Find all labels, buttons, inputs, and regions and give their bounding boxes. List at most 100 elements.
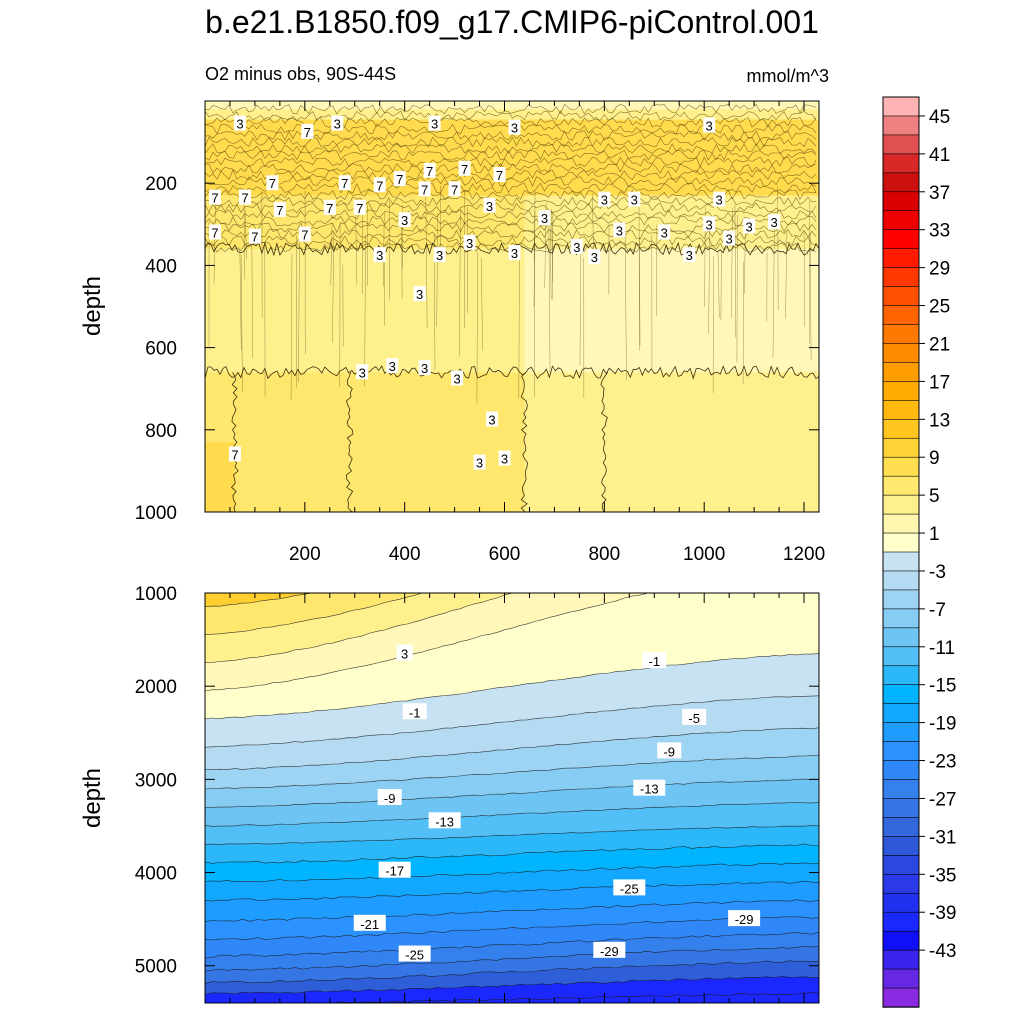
contour-label-box — [423, 162, 436, 178]
value-band — [524, 372, 605, 512]
contour-line — [520, 372, 529, 512]
contour-line — [240, 254, 243, 393]
contour-label-text: 3 — [334, 117, 341, 132]
x-tick-label: 1200 — [783, 544, 825, 565]
contour-label-text: -1 — [648, 654, 660, 669]
contour-label-box — [683, 247, 696, 263]
colorbar-swatch — [882, 873, 920, 894]
contour-label: -13 — [633, 779, 666, 797]
colorbar-label: -35 — [929, 865, 956, 886]
contour-line — [656, 224, 658, 316]
figure-title: b.e21.B1850.f09_g17.CMIP6-piControl.001 — [205, 4, 819, 40]
colorbar-label: -19 — [929, 714, 956, 735]
contour-line — [551, 209, 554, 300]
contour-label-text: 7 — [304, 125, 311, 140]
contour-line — [436, 212, 439, 327]
contour-line — [785, 231, 788, 319]
contour-line — [772, 219, 775, 359]
contour-label-text: 3 — [661, 226, 668, 241]
contour-label-box — [598, 191, 611, 207]
contour-line — [730, 207, 733, 318]
contour-label-box — [428, 812, 461, 829]
colorbar-label: 5 — [929, 486, 940, 507]
colorbar-label: -43 — [929, 941, 956, 962]
colorbar-swatch — [882, 229, 920, 250]
value-band — [349, 372, 525, 512]
contour-label: 3 — [463, 234, 476, 251]
contour-line — [549, 225, 552, 300]
contour-label: -25 — [613, 879, 646, 896]
contour-label: 3 — [433, 247, 446, 263]
contour-label-text: 7 — [276, 203, 283, 218]
contour-label-text: -25 — [620, 881, 639, 896]
y-tick-label: 800 — [145, 421, 177, 442]
contour-label: 7 — [301, 123, 314, 140]
contour-label-box — [338, 175, 351, 191]
contour-label-text: -9 — [663, 744, 675, 759]
upper-panel: 373 3 3 377 7 77 7 7 7 77 77 7 7 3 3 3 33 37 7 7 3 33 3 33 333 3 3… — [79, 100, 825, 565]
contour-line — [205, 593, 651, 692]
contour-label-text: 3 — [376, 248, 383, 263]
colorbar-swatch — [882, 400, 920, 420]
contour-label-box — [323, 199, 336, 215]
contour-label: -1 — [402, 703, 427, 720]
colorbar-label: 9 — [929, 448, 940, 469]
contour-label-text: 3 — [453, 371, 460, 386]
contour-label-text: 3 — [745, 219, 752, 234]
y-tick-label: 1000 — [135, 503, 177, 524]
contour-label-box — [538, 210, 551, 226]
contour-label: 7 — [448, 181, 461, 197]
contour-label-box — [713, 191, 726, 207]
contour-line — [591, 193, 594, 252]
contour-label-text: 7 — [301, 228, 308, 243]
contour-label: -21 — [353, 914, 386, 932]
contour-label: 3 — [743, 218, 756, 234]
contour-label-text: 3 — [501, 452, 508, 467]
contour-label-text: 7 — [231, 447, 238, 462]
contour-label: 3 — [398, 212, 411, 228]
contour-label-box — [208, 224, 221, 240]
contour-line — [518, 244, 520, 399]
contour-label-text: -1 — [409, 705, 421, 720]
colorbar-swatch — [882, 286, 920, 307]
contour-label-text: 3 — [601, 193, 608, 208]
colorbar-label: 21 — [929, 334, 950, 355]
colorbar-swatch — [882, 684, 920, 705]
colorbar-label: -3 — [929, 562, 946, 583]
contour-label-text: 3 — [416, 287, 423, 302]
contour-label: 3 — [356, 364, 369, 380]
contour-label-text: 7 — [211, 191, 218, 206]
contour-label: 3 — [386, 358, 399, 374]
contour-label-box — [228, 446, 241, 462]
colorbar-swatch — [882, 381, 920, 402]
contour-line — [205, 960, 819, 984]
contour-line — [205, 802, 819, 827]
colorbar-label: 29 — [929, 259, 950, 280]
contour-label-text: 7 — [451, 182, 458, 197]
contour-line — [298, 225, 300, 383]
contour-label-text: 3 — [476, 456, 483, 471]
y-tick-label: 4000 — [135, 864, 177, 885]
colorbar-swatch — [882, 570, 920, 591]
contour-label: 3 — [588, 249, 601, 265]
contour-line — [205, 862, 819, 883]
y-tick-label: 400 — [145, 256, 177, 277]
contour-label-box — [508, 119, 521, 135]
lower-plot-area: 3 -1 -1 -5 -9 -13 -9 -13 -17 -25 -21 -29 -25 -29 — [205, 593, 819, 1003]
contour-line — [205, 149, 817, 161]
contour-label-box — [633, 779, 666, 796]
contour-label-text: -29 — [735, 912, 754, 927]
contour-line — [279, 992, 819, 1003]
contour-line — [579, 239, 582, 366]
contour-label: 7 — [248, 228, 261, 245]
colorbar-label: -11 — [929, 638, 955, 659]
colorbar-label: -27 — [929, 789, 956, 810]
contour-label-text: 7 — [241, 191, 248, 206]
colorbar-swatch — [882, 305, 920, 326]
contour-label: 3 — [683, 247, 696, 263]
contour-label: 7 — [418, 181, 431, 197]
colorbar-swatch — [882, 210, 920, 231]
contour-label-box — [588, 249, 601, 265]
contour-label: 3 — [413, 286, 426, 302]
contour-line — [205, 163, 817, 174]
